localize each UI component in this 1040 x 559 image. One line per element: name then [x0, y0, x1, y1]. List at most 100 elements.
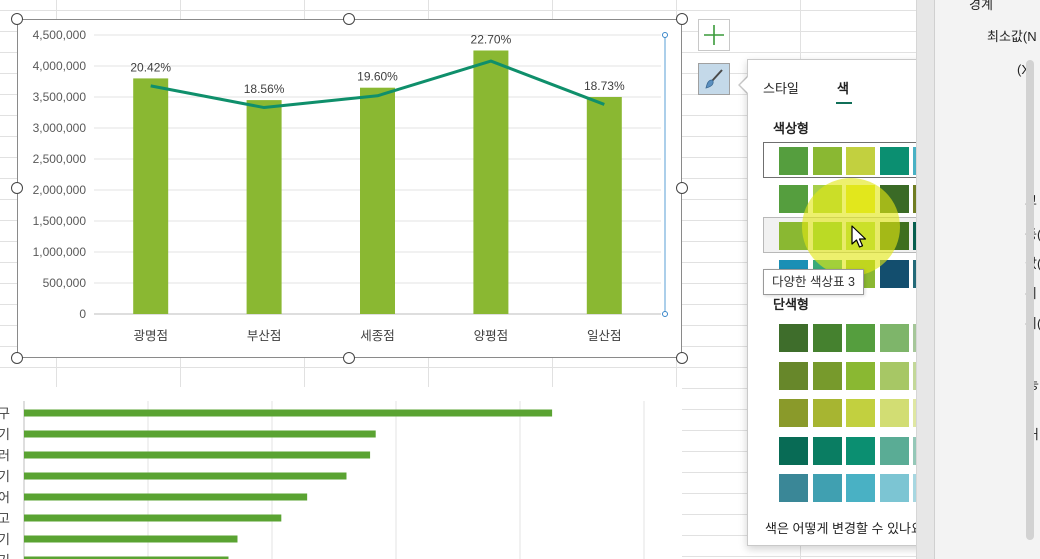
- color-swatch: [779, 436, 808, 465]
- y-tick-label: 3,500,000: [33, 90, 87, 104]
- resize-handle-top[interactable]: [343, 13, 355, 25]
- color-swatch: [812, 324, 842, 352]
- color-swatch: [812, 147, 842, 175]
- data-label: 22.70%: [471, 33, 512, 47]
- x-tick-label: 광명점: [133, 328, 168, 343]
- data-label: 19.60%: [357, 70, 398, 84]
- cursor-highlight: [802, 178, 900, 276]
- colorful-section-title: 색상형: [773, 121, 809, 136]
- tab-style[interactable]: 스타일: [763, 81, 799, 96]
- plus-icon: [704, 25, 724, 45]
- mouse-cursor-icon: [851, 225, 867, 248]
- category-label: 기: [0, 470, 10, 485]
- resize-handle-right[interactable]: [676, 182, 688, 194]
- color-swatch: [879, 361, 909, 390]
- combo-chart-plot: 4,500,000 4,000,000 3,500,000 3,000,000 2,50…: [33, 28, 668, 343]
- color-swatch: [879, 147, 909, 175]
- color-swatch: [846, 361, 875, 390]
- resize-handle-left[interactable]: [11, 182, 23, 194]
- tab-color[interactable]: 색: [837, 81, 849, 96]
- y-tick-label: 1,500,000: [33, 214, 87, 228]
- x-tick-label: 양평점: [474, 328, 509, 343]
- color-swatch: [812, 361, 842, 390]
- y-tick-label: 4,000,000: [33, 59, 87, 73]
- color-swatch: [846, 474, 875, 502]
- y-tick-label: 500,000: [43, 276, 87, 290]
- y-tick-label: 4,500,000: [33, 28, 87, 42]
- chart-styles-button[interactable]: [698, 63, 730, 95]
- y-tick-label: 2,000,000: [33, 183, 87, 197]
- category-label: 구: [0, 407, 10, 422]
- bar: [133, 78, 169, 315]
- color-swatch: [779, 361, 808, 390]
- active-tab-indicator: [836, 102, 852, 104]
- color-swatch: [846, 324, 875, 352]
- bar: [24, 430, 376, 438]
- paintbrush-icon: [705, 69, 723, 89]
- palette-tooltip: 다양한 색상표 3: [763, 269, 864, 295]
- pane-edge: [917, 0, 935, 559]
- resize-handle-bottom-left[interactable]: [11, 352, 23, 364]
- horizontal-bar-chart[interactable]: 구기러기어고기기: [0, 387, 682, 559]
- color-swatch: [812, 399, 842, 427]
- data-label: 18.73%: [584, 79, 625, 93]
- resize-handle-top-right[interactable]: [676, 13, 688, 25]
- category-label: 러: [0, 449, 10, 464]
- color-swatch: [779, 399, 808, 427]
- x-tick-label: 부산점: [247, 328, 282, 343]
- bar: [246, 100, 282, 314]
- pane-scrollbar[interactable]: [1026, 60, 1034, 540]
- color-swatch: [812, 436, 842, 465]
- category-label: 고: [0, 512, 10, 527]
- y-tick-label: 2,500,000: [33, 152, 87, 166]
- color-swatch: [779, 324, 808, 352]
- color-swatch: [779, 147, 808, 175]
- horizontal-bar-plot: 구기러기어고기기: [0, 401, 645, 559]
- monochromatic-section-title: 단색형: [773, 297, 809, 312]
- pane-label: 경계: [969, 0, 993, 12]
- bar: [24, 493, 308, 501]
- resize-handle-bottom[interactable]: [343, 352, 355, 364]
- axis-handle: [662, 311, 668, 317]
- data-label: 20.42%: [130, 60, 171, 74]
- category-label: 기: [0, 533, 10, 548]
- bar: [24, 556, 229, 559]
- color-help-link[interactable]: 색은 어떻게 변경할 수 있나요?: [765, 521, 931, 536]
- bar: [473, 50, 509, 314]
- combo-chart[interactable]: 4,500,000 4,000,000 3,500,000 3,000,000 2,50…: [17, 19, 682, 358]
- y-tick-label: 0: [79, 307, 86, 321]
- color-swatch: [846, 399, 875, 427]
- x-tick-label: 일산점: [587, 328, 622, 343]
- category-label: 기: [0, 428, 10, 443]
- bar: [24, 535, 238, 543]
- color-swatch: [879, 436, 909, 465]
- resize-handle-top-left[interactable]: [11, 13, 23, 25]
- bar: [586, 97, 622, 314]
- category-label: 기: [0, 554, 10, 559]
- category-label: 어: [0, 491, 10, 506]
- bar: [24, 514, 282, 522]
- y-tick-label: 3,000,000: [33, 121, 87, 135]
- series-line: [150, 59, 605, 110]
- color-swatch: [779, 184, 808, 213]
- axis-handle: [662, 32, 668, 38]
- y-tick-label: 1,000,000: [33, 245, 87, 259]
- color-swatch: [846, 147, 875, 175]
- color-swatch: [879, 399, 909, 427]
- color-swatch: [812, 474, 842, 502]
- bar: [360, 87, 395, 314]
- x-tick-label: 세종점: [360, 328, 395, 343]
- pane-label: 최소값(N: [987, 29, 1037, 44]
- color-swatch: [846, 436, 875, 465]
- resize-handle-bottom-right[interactable]: [676, 352, 688, 364]
- color-swatch: [879, 324, 909, 352]
- chart-elements-button[interactable]: [698, 19, 730, 51]
- bar: [24, 409, 553, 417]
- bar: [24, 472, 347, 480]
- popup-arrow-fill: [740, 76, 749, 94]
- bar: [24, 451, 371, 459]
- color-swatch: [879, 474, 909, 502]
- data-label: 18.56%: [244, 82, 285, 96]
- color-swatch: [779, 474, 808, 502]
